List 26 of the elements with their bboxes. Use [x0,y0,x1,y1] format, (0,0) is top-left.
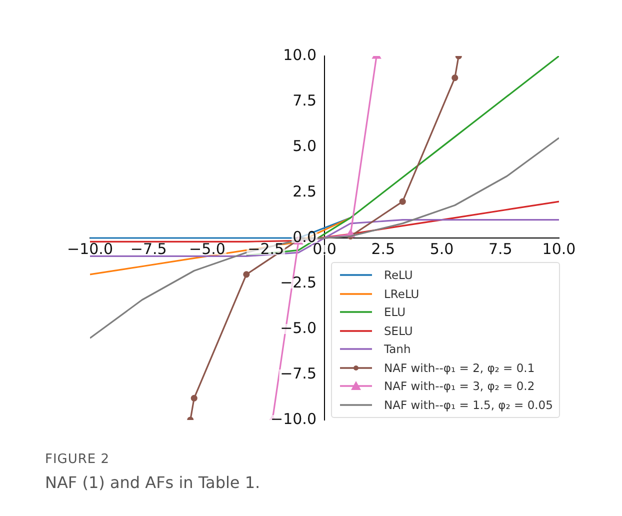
y-tick-label: 5.0 [292,136,316,155]
y-tick-label: −5.0 [280,318,316,337]
y-tick-label: −7.5 [280,364,316,382]
legend-label: NAF with--φ₁ = 1.5, φ₂ = 0.05 [384,398,553,412]
legend-label: SELU [384,324,413,338]
x-tick-label: −10.0 [67,240,113,258]
legend-label: NAF with--φ₁ = 3, φ₂ = 0.2 [384,379,535,394]
x-tick-label: 10.0 [542,240,576,258]
text: NAF (1) and AFs in Table 1. [45,473,260,492]
x-tick-label: 7.5 [488,240,512,258]
y-tick-label: 10.0 [283,46,316,64]
caption: FIGURE 2 [45,452,111,467]
legend-label: ELU [384,305,406,320]
y-tick-label: 7.5 [292,91,316,110]
x-tick-label: 5.0 [430,240,454,258]
x-tick-label: −5.0 [189,240,226,258]
y-tick-label: 2.5 [292,182,316,200]
x-tick-label: −7.5 [130,240,167,258]
x-tick-label: 2.5 [371,240,396,258]
y-tick-label: −10.0 [270,410,316,428]
legend-label: Tanh [384,342,411,356]
y-tick-label: −2.5 [280,273,316,292]
legend-label: LReLU [384,286,420,301]
x-tick-label: −2.5 [248,240,284,258]
legend-label: NAF with--φ₁ = 2, φ₂ = 0.1 [384,360,535,375]
legend-label: ReLU [384,268,413,282]
